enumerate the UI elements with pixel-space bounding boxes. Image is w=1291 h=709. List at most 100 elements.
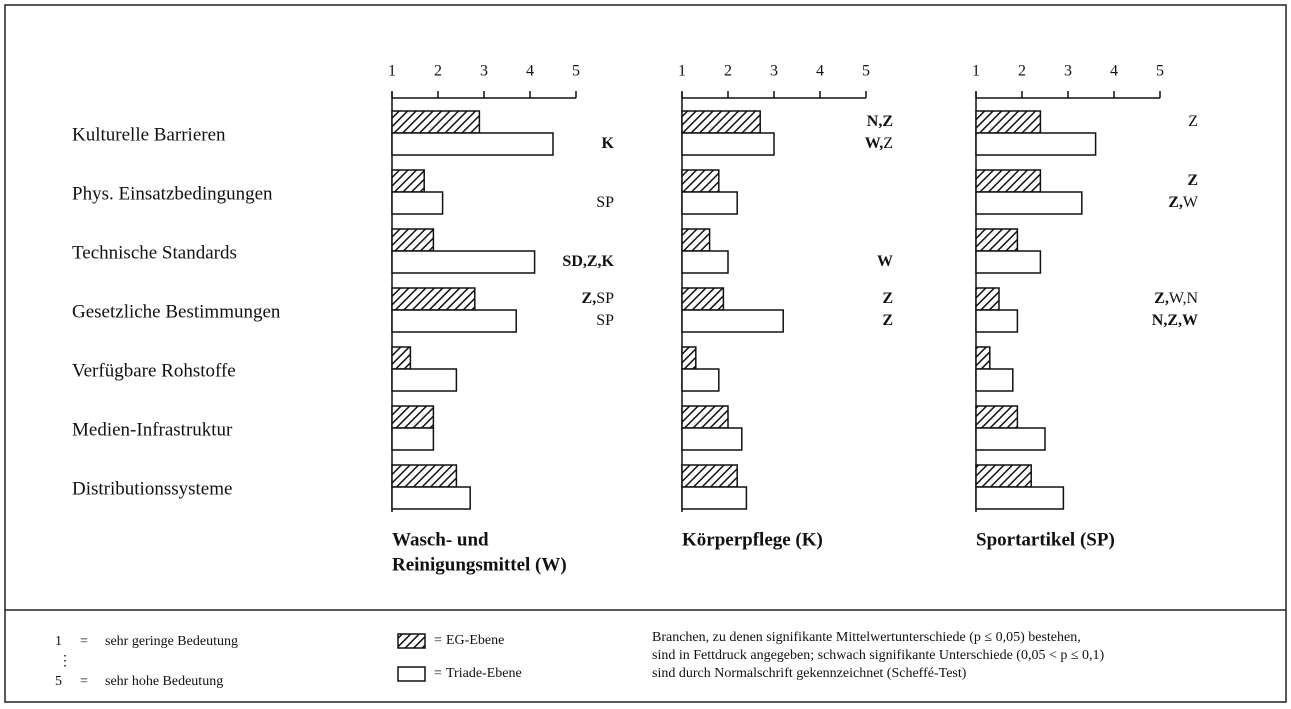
bar	[975, 132, 1097, 156]
bar	[681, 427, 743, 451]
annotation-part: Z	[1187, 172, 1198, 189]
annotation: Z	[1187, 172, 1198, 189]
x-tick-label: 2	[724, 63, 732, 80]
bar	[681, 191, 738, 215]
bar	[391, 464, 458, 488]
annotation: SP	[596, 312, 614, 329]
note-line: Branchen, zu denen signifikante Mittelwe…	[652, 630, 1081, 645]
x-tick-label: 4	[1110, 63, 1118, 80]
bar	[391, 169, 425, 193]
x-tick-label: 1	[678, 63, 686, 80]
bar	[975, 287, 1000, 311]
bar	[975, 169, 1042, 193]
annotation: SD,Z,K	[562, 253, 614, 270]
annotation-part: Z,	[1154, 290, 1169, 307]
bar	[975, 405, 1019, 429]
scale-key: 1	[55, 634, 62, 649]
annotation: Z,W,N	[1154, 290, 1198, 307]
annotation: Z	[882, 312, 893, 329]
row-label: Kulturelle Barrieren	[72, 124, 226, 145]
legend-swatch	[397, 633, 426, 649]
bar	[975, 191, 1083, 215]
bar	[975, 110, 1042, 134]
legend-swatch	[397, 666, 426, 682]
bar	[975, 368, 1014, 392]
bar	[681, 228, 711, 252]
bar	[391, 486, 471, 510]
annotation-part: Z	[883, 135, 893, 152]
annotation: W,Z	[865, 135, 893, 152]
bar	[681, 169, 720, 193]
bar	[391, 287, 476, 311]
panel-title: Sportartikel (SP)	[976, 529, 1115, 550]
annotation-part: Z	[1188, 113, 1198, 130]
x-tick-label: 2	[1018, 63, 1026, 80]
x-tick-label: 4	[526, 63, 534, 80]
row-label: Distributionssysteme	[72, 478, 232, 499]
annotation: Z	[1188, 113, 1198, 130]
annotation-part: N,Z	[867, 113, 893, 130]
bar	[975, 346, 991, 370]
row-label: Technische Standards	[72, 242, 237, 263]
bar	[681, 309, 784, 333]
x-tick-label: 5	[1156, 63, 1164, 80]
scale-text: sehr geringe Bedeutung	[105, 634, 238, 649]
scale-sep: =	[80, 634, 88, 649]
bar	[681, 110, 761, 134]
panel-title: Wasch- und	[392, 529, 489, 550]
annotation-part: Z	[882, 290, 893, 307]
annotation-part: W	[1183, 194, 1199, 211]
x-tick-label: 3	[770, 63, 778, 80]
bar	[681, 405, 729, 429]
bar	[681, 464, 738, 488]
bar	[391, 132, 554, 156]
x-tick-label: 2	[434, 63, 442, 80]
legend-sep: =	[434, 633, 442, 648]
x-tick-label: 5	[862, 63, 870, 80]
annotation-part: SP	[596, 290, 614, 307]
bar	[681, 132, 775, 156]
scale-key: 5	[55, 674, 62, 689]
x-tick-label: 5	[572, 63, 580, 80]
x-tick-label: 1	[388, 63, 396, 80]
bar	[975, 250, 1042, 274]
annotation: Z	[882, 290, 893, 307]
legend-label: EG-Ebene	[446, 633, 504, 648]
annotation-part: Z,	[1168, 194, 1183, 211]
bar	[681, 287, 725, 311]
scale-text: sehr hohe Bedeutung	[105, 674, 223, 689]
bar	[391, 309, 517, 333]
bar	[975, 464, 1032, 488]
annotation-part: W,N	[1169, 290, 1199, 307]
bar	[391, 110, 481, 134]
legend-label: Triade-Ebene	[446, 666, 522, 681]
x-tick-label: 4	[816, 63, 824, 80]
x-tick-label: 1	[972, 63, 980, 80]
panel-title: Reinigungsmittel (W)	[392, 554, 567, 575]
scale-dots: ⋮	[58, 654, 72, 669]
annotation-part: W	[877, 253, 893, 270]
bar	[391, 228, 435, 252]
bar	[681, 368, 720, 392]
bar	[391, 250, 536, 274]
x-tick-label: 3	[1064, 63, 1072, 80]
scale-sep: =	[80, 674, 88, 689]
annotation-part: SP	[596, 312, 614, 329]
row-label: Phys. Einsatzbedingungen	[72, 183, 273, 204]
bar	[681, 486, 748, 510]
annotation-part: W,	[865, 135, 884, 152]
panel-title: Körperpflege (K)	[682, 529, 823, 550]
annotation: Z,W	[1168, 194, 1199, 211]
bar	[975, 309, 1019, 333]
x-tick-label: 3	[480, 63, 488, 80]
annotation-part: SD,Z,K	[562, 253, 614, 270]
bar	[975, 486, 1065, 510]
annotation-part: Z,	[582, 290, 597, 307]
bar	[975, 228, 1019, 252]
annotation: N,Z,W	[1152, 312, 1198, 329]
annotation: K	[602, 135, 615, 152]
bar	[975, 427, 1046, 451]
row-label: Gesetzliche Bestimmungen	[72, 301, 281, 322]
annotation-part: SP	[596, 194, 614, 211]
